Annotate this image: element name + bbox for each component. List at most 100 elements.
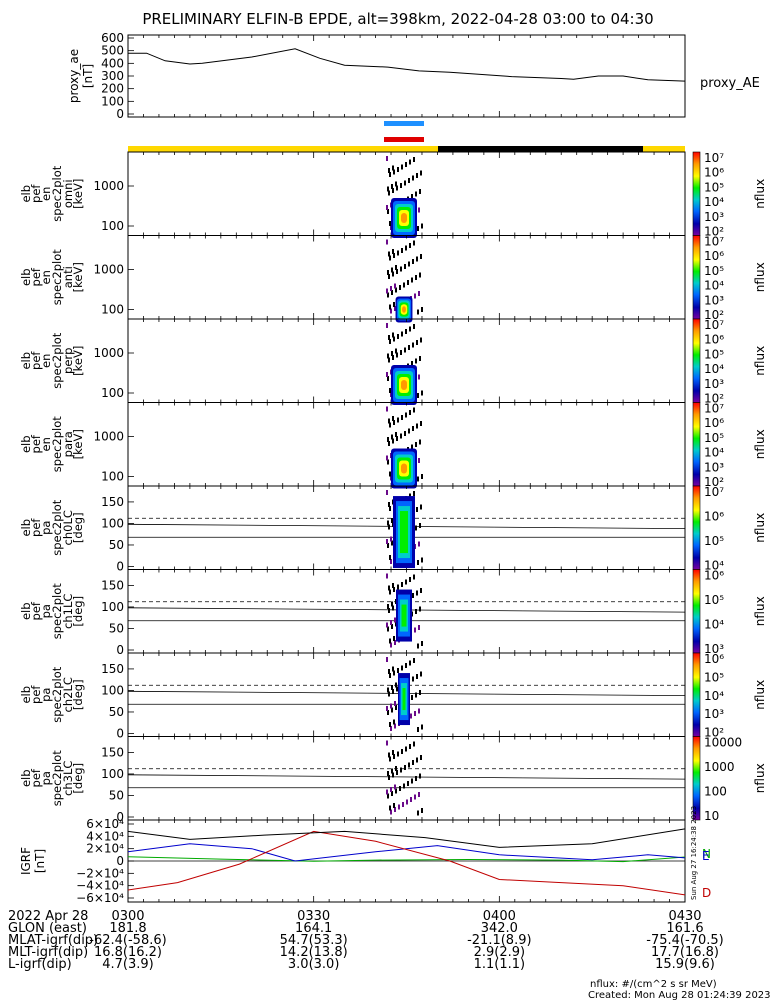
- panel-ch2LC-speckle: [388, 691, 390, 697]
- panel-ch1LC-speckle: [420, 588, 422, 593]
- panel-perp-speckle: [412, 342, 414, 348]
- panel-omni-speckle: [411, 194, 413, 199]
- panel-ch3LC-spectrogram: [386, 740, 423, 816]
- panel-ch3LC-speckle: [392, 772, 394, 778]
- panel-ch2LC-spectrogram: [386, 657, 423, 732]
- panel-ch1LC-ytick-label: 150: [101, 578, 124, 592]
- colorbar-5-tick: 10⁶: [704, 510, 724, 524]
- colorbar-2-tick: 10⁷: [704, 235, 724, 249]
- panel-para-spectrogram: [386, 406, 423, 489]
- colorbar-6-tick: 10³: [704, 642, 724, 656]
- panel-ch1LC-speckle: [389, 638, 391, 644]
- panel-ch0LC-speckle: [390, 536, 392, 542]
- panel-para-speckle: [419, 439, 421, 445]
- panel-ch1LC-speckle: [387, 626, 389, 632]
- panel-omni-spectrogram: [386, 156, 423, 238]
- colorbar-1-tick: 10⁴: [704, 195, 724, 209]
- panel-ch0LC-ylabel: [deg]: [71, 512, 85, 543]
- panel-omni-speckle: [417, 226, 419, 231]
- panel-perp-ylabel: perp: [61, 348, 75, 374]
- colorbar-8-tick: 1000: [704, 760, 735, 774]
- panel-ch2LC-ytick-label: 0: [116, 727, 124, 741]
- proxy-ae-ytick-label: 500: [101, 44, 124, 58]
- panel-anti-ylabel: en: [39, 270, 53, 284]
- panel-ch1LC-speckle: [390, 642, 392, 648]
- colorbar-4-tick: 10⁶: [704, 416, 724, 430]
- panel-ch0LC-speckle: [417, 560, 419, 565]
- panel-ch0LC-ytick-label: 150: [101, 495, 124, 509]
- footer-created: Created: Mon Aug 28 01:24:39 2023: [588, 990, 771, 1000]
- proxy-ae-xticks: [127, 35, 686, 117]
- panel-ch1LC-ylabel: spec2plot: [50, 583, 64, 640]
- panel-omni-ylabel: pef: [29, 184, 43, 203]
- panel-para-speckle: [417, 476, 419, 482]
- ephemeris-row-label: MLAT-igrf(dip): [8, 933, 98, 948]
- igrf-ytick-label: −6×10⁴: [76, 891, 124, 905]
- panel-ch2LC-speckle: [401, 665, 403, 671]
- panel-ch2LC-speckle: [414, 711, 416, 716]
- panel-ch3LC-speckle: [393, 754, 395, 759]
- panel-para-ylabel: spec2plot: [50, 416, 64, 473]
- panel-anti-ylabel: elb: [19, 268, 33, 286]
- igrf-series: [127, 828, 686, 896]
- panel-ch1LC-ylabel: elb: [19, 602, 33, 620]
- panel-ch1LC-speckle: [386, 573, 388, 579]
- panel-omni-speckle: [412, 175, 414, 181]
- panel-omni-speckle: [395, 181, 397, 187]
- panel-perp-speckle: [405, 329, 407, 334]
- ephemeris-row-value: 181.8: [109, 921, 146, 936]
- panel-ch2LC-speckle: [417, 727, 419, 732]
- panel-anti-ylabel: anti: [61, 266, 75, 288]
- panel-ch3LC-speckle: [412, 760, 414, 765]
- proxy-ae-ytick-label: 600: [101, 31, 124, 45]
- ephemeris-row-value: 164.1: [295, 921, 332, 936]
- panel-omni-speckle: [391, 184, 393, 189]
- panel-ch3LC-speckle: [387, 771, 389, 776]
- panel-ch2LC-speckle: [410, 713, 412, 719]
- panel-para-ytick-label: 1000: [93, 430, 124, 444]
- plot-title: PRELIMINARY ELFIN-B EPDE, alt=398km, 202…: [142, 10, 653, 28]
- panel-anti-speckle: [416, 256, 418, 262]
- panel-ch3LC-speckle: [414, 794, 416, 800]
- proxy-ae-ytick-label: 400: [101, 56, 124, 70]
- panel-ch3LC-speckle: [392, 750, 394, 755]
- panel-ch0LC-speckle: [421, 557, 423, 563]
- panel-omni-speckle: [386, 156, 388, 161]
- panel-anti-speckle: [409, 243, 411, 248]
- panel-ch0LC-intensity-level: [400, 511, 408, 554]
- panel-ch3LC-speckle: [409, 744, 411, 749]
- panel-omni-speckle: [386, 205, 388, 210]
- panel-ch2LC-speckle: [420, 671, 422, 677]
- panel-perp-colorbar-label: nflux: [753, 346, 767, 376]
- ephemeris-time-tick: 0400: [483, 909, 516, 924]
- panel-ch3LC-speckle: [406, 799, 408, 805]
- panel-anti-speckle: [414, 293, 416, 299]
- panel-ch0LC-speckle: [415, 525, 417, 531]
- panel-para-speckle: [389, 422, 391, 428]
- ephemeris-row-value: 16.8(16.2): [94, 945, 162, 960]
- colorbar-7: [692, 652, 701, 737]
- panel-ch1LC-ytick-label: 0: [116, 643, 124, 657]
- panel-ch3LC-speckle: [388, 775, 390, 780]
- panel-ch1LC-speckle: [419, 606, 421, 612]
- panel-ch0LC-speckle: [387, 520, 389, 526]
- panel-ch3LC-losscone-upper: [127, 774, 686, 780]
- panel-para-speckle: [393, 420, 395, 425]
- panel-ch1LC-speckle: [421, 641, 423, 646]
- panel-ch1LC-speckle: [393, 587, 395, 592]
- panel-para-speckle: [397, 417, 399, 423]
- panel-omni-speckle: [418, 207, 420, 213]
- panel-ch2LC-speckle: [419, 690, 421, 695]
- panel-ch1LC-spectrogram: [386, 573, 423, 649]
- panel-anti-speckle: [389, 304, 391, 310]
- panel-para-intensity-level: [401, 463, 407, 474]
- igrf-ylabel-2: [nT]: [33, 849, 47, 873]
- colorbar-4-tick: 10²: [704, 475, 724, 489]
- panel-anti-speckle: [393, 302, 395, 307]
- panel-perp-speckle: [409, 326, 411, 332]
- panel-ch2LC-speckle: [395, 682, 397, 688]
- panel-perp-speckle: [416, 340, 418, 345]
- panel-ch1LC-speckle: [397, 584, 399, 590]
- panel-anti-speckle: [408, 261, 410, 267]
- panel-anti-speckle: [392, 249, 394, 254]
